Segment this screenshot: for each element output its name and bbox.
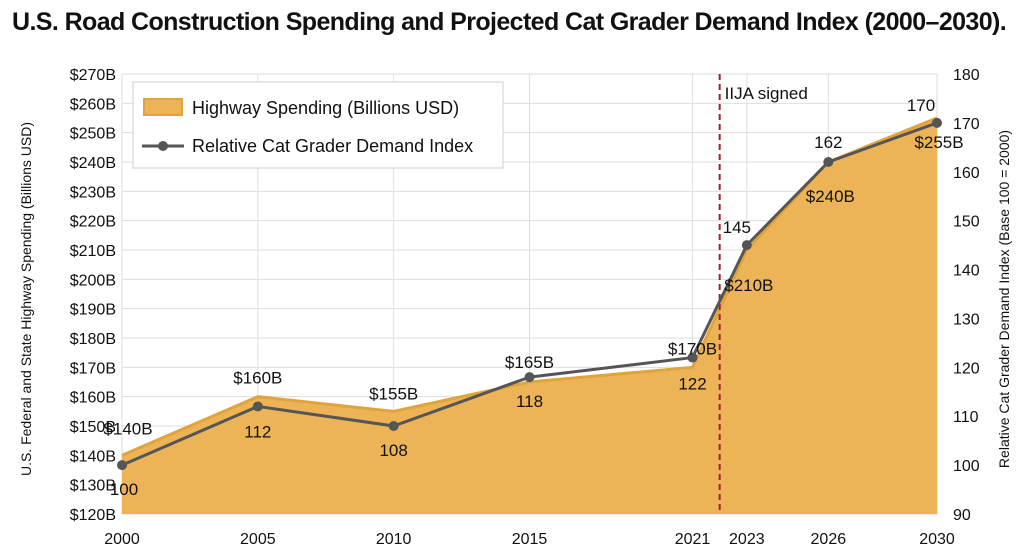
- y-left-tick-label: $150B: [70, 419, 116, 436]
- legend-label-index: Relative Cat Grader Demand Index: [192, 136, 473, 156]
- index-data-label: 112: [244, 422, 271, 441]
- demand-index-point: [932, 117, 942, 128]
- legend-swatch-spending: [143, 98, 183, 116]
- spending-data-label: $165B: [505, 353, 554, 372]
- index-data-label: 100: [110, 480, 138, 499]
- y-right-tick-label: 140: [953, 263, 980, 280]
- demand-index-line: [117, 117, 942, 471]
- y-left-tick-label: $220B: [70, 214, 116, 231]
- x-tick-label: 2030: [919, 531, 955, 548]
- y-left-tick-label: $180B: [70, 331, 116, 348]
- chart-title: U.S. Road Construction Spending and Proj…: [12, 8, 1007, 36]
- y-left-axis-title: U.S. Federal and State Highway Spending …: [18, 122, 34, 476]
- y-left-tick-label: $160B: [70, 390, 116, 407]
- y-left-tick-label: $260B: [70, 96, 116, 113]
- spending-data-label: $170B: [668, 339, 717, 358]
- x-tick-label: 2023: [729, 531, 765, 548]
- y-right-tick-label: 180: [953, 67, 980, 84]
- index-data-label: 108: [379, 441, 407, 460]
- y-right-tick-label: 120: [953, 360, 980, 377]
- demand-index-point: [823, 157, 834, 167]
- spending-data-label: $160B: [233, 369, 282, 388]
- y-right-tick-label: 90: [953, 507, 971, 524]
- legend-box: [132, 81, 504, 169]
- index-data-label: 162: [814, 133, 842, 152]
- y-left-tick-label: $140B: [70, 448, 116, 465]
- spending-data-label: $155B: [369, 384, 418, 403]
- y-left-tick-label: $240B: [70, 155, 116, 172]
- y-right-axis-title: Relative Cat Grader Demand Index (Base 1…: [996, 130, 1012, 468]
- y-right-tick-label: 100: [953, 458, 980, 475]
- y-left-tick-label: $230B: [70, 184, 116, 201]
- y-right-tick-label: 160: [953, 165, 980, 182]
- demand-index-point: [687, 352, 698, 363]
- index-data-label: 170: [907, 96, 935, 115]
- index-data-label: 122: [678, 375, 706, 394]
- data-labels: $140B $160B $155B $165B $170B $210B $240B $255B…: [103, 96, 963, 499]
- y-right-tick-label: 110: [953, 409, 979, 426]
- x-tick-label: 2000: [104, 531, 140, 548]
- demand-index-point: [741, 240, 752, 251]
- spending-data-label: $255B: [914, 133, 963, 152]
- y-left-tick-label: $210B: [70, 243, 116, 260]
- y-left-tick-label: $170B: [70, 360, 116, 377]
- y-left-tick-label: $270B: [70, 67, 116, 84]
- spending-data-label: $210B: [724, 276, 773, 295]
- spending-data-label: $140B: [103, 419, 152, 438]
- x-tick-label: 2026: [811, 531, 847, 548]
- demand-index-point: [252, 401, 263, 412]
- y-right-tick-label: 130: [953, 311, 980, 328]
- annotation-label: IIJA signed: [725, 84, 808, 103]
- x-tick-label: 2005: [240, 531, 276, 548]
- y-left-tick-label: $120B: [70, 507, 116, 524]
- annotation-group: IIJA signed: [718, 74, 808, 514]
- y-left-tick-label: $190B: [70, 302, 116, 319]
- demand-index-polyline: [121, 121, 938, 467]
- legend: Highway Spending (Billions USD) Relative …: [132, 81, 504, 169]
- axes: $120B$130B$140B$150B$160B$170B$180B$190B…: [18, 67, 1012, 548]
- y-left-tick-label: $130B: [70, 478, 116, 495]
- x-tick-label: 2015: [512, 531, 548, 548]
- y-left-tick-label: $200B: [70, 272, 116, 289]
- demand-index-point: [388, 421, 399, 431]
- demand-index-point: [524, 372, 535, 383]
- y-right-tick-label: 170: [953, 116, 980, 133]
- legend-marker-index: [158, 141, 168, 151]
- y-right-tick-label: 150: [953, 214, 980, 231]
- y-left-tick-label: $250B: [70, 126, 116, 143]
- demand-index-point: [117, 460, 127, 471]
- spending-data-label: $240B: [806, 187, 855, 206]
- x-tick-label: 2021: [675, 531, 711, 548]
- x-tick-label: 2010: [376, 531, 412, 548]
- index-data-label: 118: [516, 392, 543, 411]
- index-data-label: 145: [723, 218, 751, 237]
- legend-label-spending: Highway Spending (Billions USD): [192, 98, 459, 118]
